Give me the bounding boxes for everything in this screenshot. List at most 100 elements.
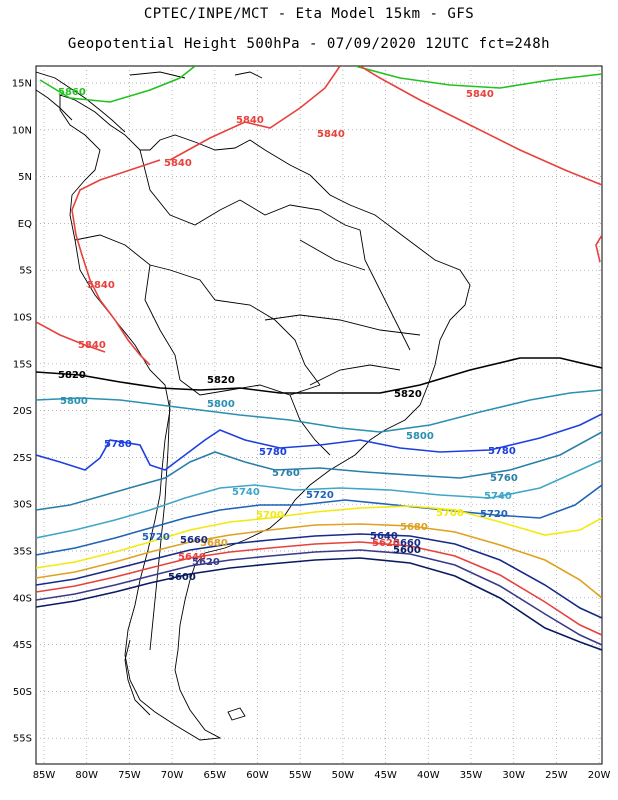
lat-tick-label: 15N [12,79,32,90]
lat-tick-label: 25S [13,453,32,464]
label-5740-a: 5740 [232,487,260,498]
label-5860: 5860 [58,87,86,98]
lat-tick-label: 20S [13,406,32,417]
label-5760-a: 5760 [272,468,300,479]
chile-archipelago [124,639,151,716]
label-5840-c: 5840 [317,129,345,140]
lat-tick-label: 40S [13,593,32,604]
contour-5740 [36,459,602,539]
label-5680-a: 5680 [200,538,228,549]
lon-tick-label: 50W [332,770,355,781]
south-america-outline [59,94,471,741]
label-5680-b: 5680 [400,522,428,533]
label-5700-b: 5700 [436,508,464,519]
central-america-coast-south [36,89,73,121]
contour-5660 [36,533,602,619]
contour-5840-coast [71,159,161,366]
label-5800-c: 5800 [406,431,434,442]
lon-tick-label: 85W [33,770,56,781]
lon-tick-label: 30W [502,770,525,781]
label-5840-e: 5840 [87,280,115,291]
label-5820-b: 5820 [207,375,235,386]
contour-5620 [36,549,602,646]
contour-5840-pacific [36,321,106,353]
lat-tick-label: 30S [13,500,32,511]
border-peru-bolivia [144,264,181,381]
label-5780-a: 5780 [104,439,132,450]
contour-5820 [36,357,602,394]
label-5780-c: 5780 [488,446,516,457]
border-colombia-venezuela [139,149,241,226]
label-5840-b: 5840 [236,115,264,126]
label-5840-d: 5840 [164,158,192,169]
lat-tick-label: 10S [13,313,32,324]
label-5600-b: 5600 [393,545,421,556]
map-title-line1: CPTEC/INPE/MCT - Eta Model 15km - GFS [143,6,475,22]
border-brazil-north [299,239,366,271]
falkland-islands [227,707,246,721]
lon-tick-label: 45W [374,770,397,781]
caribbean-islands-east [234,71,263,79]
lat-tick-label: 45S [13,640,32,651]
label-5820-c: 5820 [394,389,422,400]
label-5640-b: 5640 [370,531,398,542]
contour-5600 [36,557,602,651]
lat-tick-label: 35S [13,547,32,558]
border-brazil-states [359,229,411,351]
border-guianas [239,199,361,231]
contour-5840-north [169,66,602,186]
lon-tick-label: 55W [289,770,312,781]
lon-tick-label: 80W [75,770,98,781]
lon-tick-label: 35W [460,770,483,781]
contour-5720 [36,484,602,556]
contour-5860 [39,66,602,103]
lon-tick-label: 60W [246,770,269,781]
contour-labels: 5860 5840 5840 5840 5840 5840 5840 5820 … [58,87,518,583]
lon-tick-label: 70W [161,770,184,781]
contour-5680 [36,523,602,599]
lat-tick-label: 5N [18,172,32,183]
contour-5800 [36,389,602,433]
lon-tick-label: 25W [545,770,568,781]
lat-tick-label: 55S [13,734,32,745]
coastline [36,71,471,741]
contour-5640 [36,541,602,636]
label-5640-a: 5640 [178,552,206,563]
label-5720-b: 5720 [480,509,508,520]
label-5760-b: 5760 [490,473,518,484]
contour-5760 [36,431,602,511]
label-5740-b: 5740 [484,491,512,502]
map-frame [35,65,603,765]
lat-tick-label: 10N [12,125,32,136]
label-5620-a: 5620 [192,557,220,568]
border-argentina-uruguay [289,394,331,456]
border-brazil-central [264,314,421,336]
label-5600-a: 5600 [168,572,196,583]
map-title-line2: Geopotential Height 500hPa - 07/09/2020 … [67,36,551,52]
lat-tick-label: 50S [13,687,32,698]
caribbean-islands [129,71,186,79]
label-5780-b: 5780 [259,447,287,458]
label-5660-a: 5660 [180,535,208,546]
lon-tick-label: 20W [588,770,611,781]
border-brazil-south [309,364,401,386]
label-5660-b: 5660 [393,538,421,549]
lat-tick-label: 15S [13,359,32,370]
border-bolivia-brazil [214,299,321,386]
lat-tick-label: 5S [19,266,32,277]
label-5720-c: 5720 [142,532,170,543]
lat-tick-label: EQ [18,219,32,230]
contour-5700 [36,505,602,569]
contour-5840-atlantic [595,234,602,263]
lon-tick-label: 65W [203,770,226,781]
longitude-axis: 85W 80W 75W 70W 65W 60W 55W 50W 45W 40W 35W 30W 25W 2… [33,770,611,781]
contour-5780 [36,413,602,471]
label-5700-a: 5700 [256,510,284,521]
latitude-axis: 15N 10N 5N EQ 5S 10S 15S 20S 25S 30S 35S 40S 45S 50S 5… [12,79,32,745]
lon-tick-label: 75W [118,770,141,781]
label-5620-b: 5620 [372,538,400,549]
label-5820-a: 5820 [58,370,86,381]
contour-lines [36,66,602,651]
label-5800-a: 5800 [60,396,88,407]
